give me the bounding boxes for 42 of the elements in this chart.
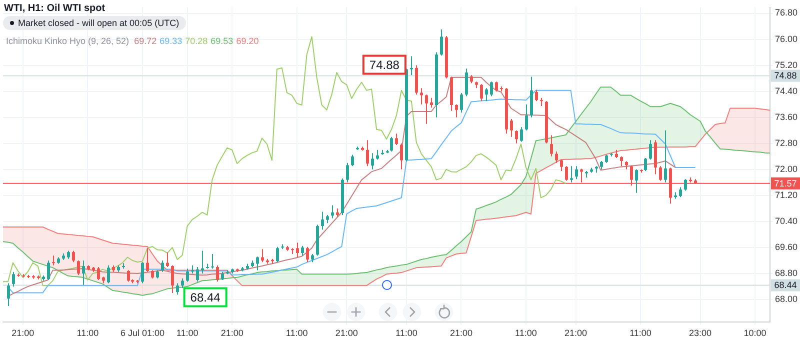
candlestick [211, 254, 214, 269]
x-tick-label: 21:00 [220, 328, 244, 338]
x-tick-label: 21:00 [564, 328, 588, 338]
x-tick-label: 21:00 [335, 328, 358, 338]
y-tick-label: 72.00 [775, 164, 798, 174]
y-tick-label: 69.60 [775, 242, 798, 252]
x-tick-label: 10:00 [744, 328, 766, 338]
chart-title: WTI, H1: Oil WTI spot [4, 3, 106, 14]
annotation: 74.88 [369, 58, 400, 72]
annotation: 70.28 [185, 36, 208, 46]
ref-line-label: 74.88 [774, 70, 797, 81]
ref-line-label: 68.44 [774, 280, 797, 290]
x-tick-label: 21:00 [450, 328, 472, 338]
y-tick-label: 76.80 [775, 8, 798, 18]
annotation: 69.72 [134, 36, 157, 46]
y-tick-label: 68.80 [775, 268, 798, 278]
x-tick-label: 11:00 [395, 328, 418, 338]
y-tick-label: 71.20 [775, 190, 798, 200]
legend-title: Ichimoku Kinko Hyo (9, 26, 52) [6, 36, 130, 46]
y-tick-label: 70.40 [775, 216, 798, 226]
x-tick-label: 23:00 [689, 328, 712, 338]
x-tick-label: 21:00 [12, 328, 34, 338]
annotation: 69.20 [236, 36, 259, 46]
candlestick [201, 250, 204, 274]
annotation: 69.53 [210, 36, 234, 46]
y-tick-label: 76.00 [775, 34, 798, 44]
annotation: 68.44 [190, 290, 221, 305]
y-tick-label: 72.80 [775, 138, 798, 148]
x-tick-label: 11:00 [76, 328, 99, 338]
x-tick-label: 11:00 [630, 328, 652, 338]
x-tick-label: 11:00 [176, 328, 198, 338]
y-tick-label: 73.60 [775, 112, 798, 122]
x-tick-label: 11:00 [286, 328, 308, 338]
ref-line-label: 71.57 [774, 178, 797, 188]
y-tick-label: 74.40 [775, 86, 798, 96]
y-tick-label: 75.20 [775, 60, 798, 70]
y-tick-label: 68.00 [775, 294, 798, 304]
x-tick-label: 11:00 [515, 328, 537, 338]
annotation: 69.33 [160, 36, 182, 46]
candlestick [52, 256, 55, 266]
text: Market closed - will open at 00:05 (UTC) [18, 18, 180, 28]
x-tick-label: 6 Jul 01:00 [120, 328, 164, 338]
